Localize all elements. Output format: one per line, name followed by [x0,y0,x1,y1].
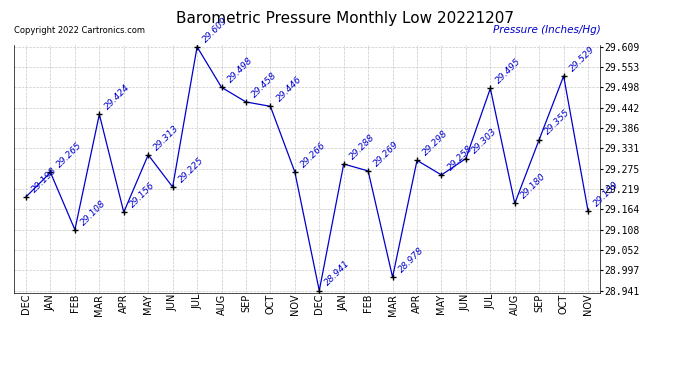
Text: 29.446: 29.446 [275,75,304,104]
Text: 29.198: 29.198 [30,165,59,194]
Text: 28.941: 28.941 [324,259,352,288]
Text: Pressure (Inches/Hg): Pressure (Inches/Hg) [493,25,600,35]
Text: 29.180: 29.180 [519,172,548,201]
Text: Copyright 2022 Cartronics.com: Copyright 2022 Cartronics.com [14,26,145,35]
Text: 29.495: 29.495 [495,57,523,86]
Text: 29.498: 29.498 [226,56,255,85]
Text: 29.355: 29.355 [543,108,572,137]
Text: 29.225: 29.225 [177,156,206,184]
Text: 28.978: 28.978 [397,246,426,274]
Text: 29.458: 29.458 [250,70,279,99]
Text: 29.313: 29.313 [152,123,181,152]
Text: 29.269: 29.269 [373,140,401,168]
Text: 29.424: 29.424 [104,83,132,112]
Text: 29.108: 29.108 [79,198,108,227]
Text: 29.266: 29.266 [299,141,328,169]
Text: 29.265: 29.265 [55,141,83,170]
Text: 29.529: 29.529 [568,45,597,73]
Text: 29.609: 29.609 [201,15,230,44]
Text: 29.156: 29.156 [128,181,157,209]
Text: Barometric Pressure Monthly Low 20221207: Barometric Pressure Monthly Low 20221207 [176,11,514,26]
Text: 29.258: 29.258 [446,144,474,172]
Text: 29.288: 29.288 [348,132,377,161]
Text: 29.159: 29.159 [592,180,621,209]
Text: 29.303: 29.303 [470,127,499,156]
Text: 29.298: 29.298 [421,129,450,158]
